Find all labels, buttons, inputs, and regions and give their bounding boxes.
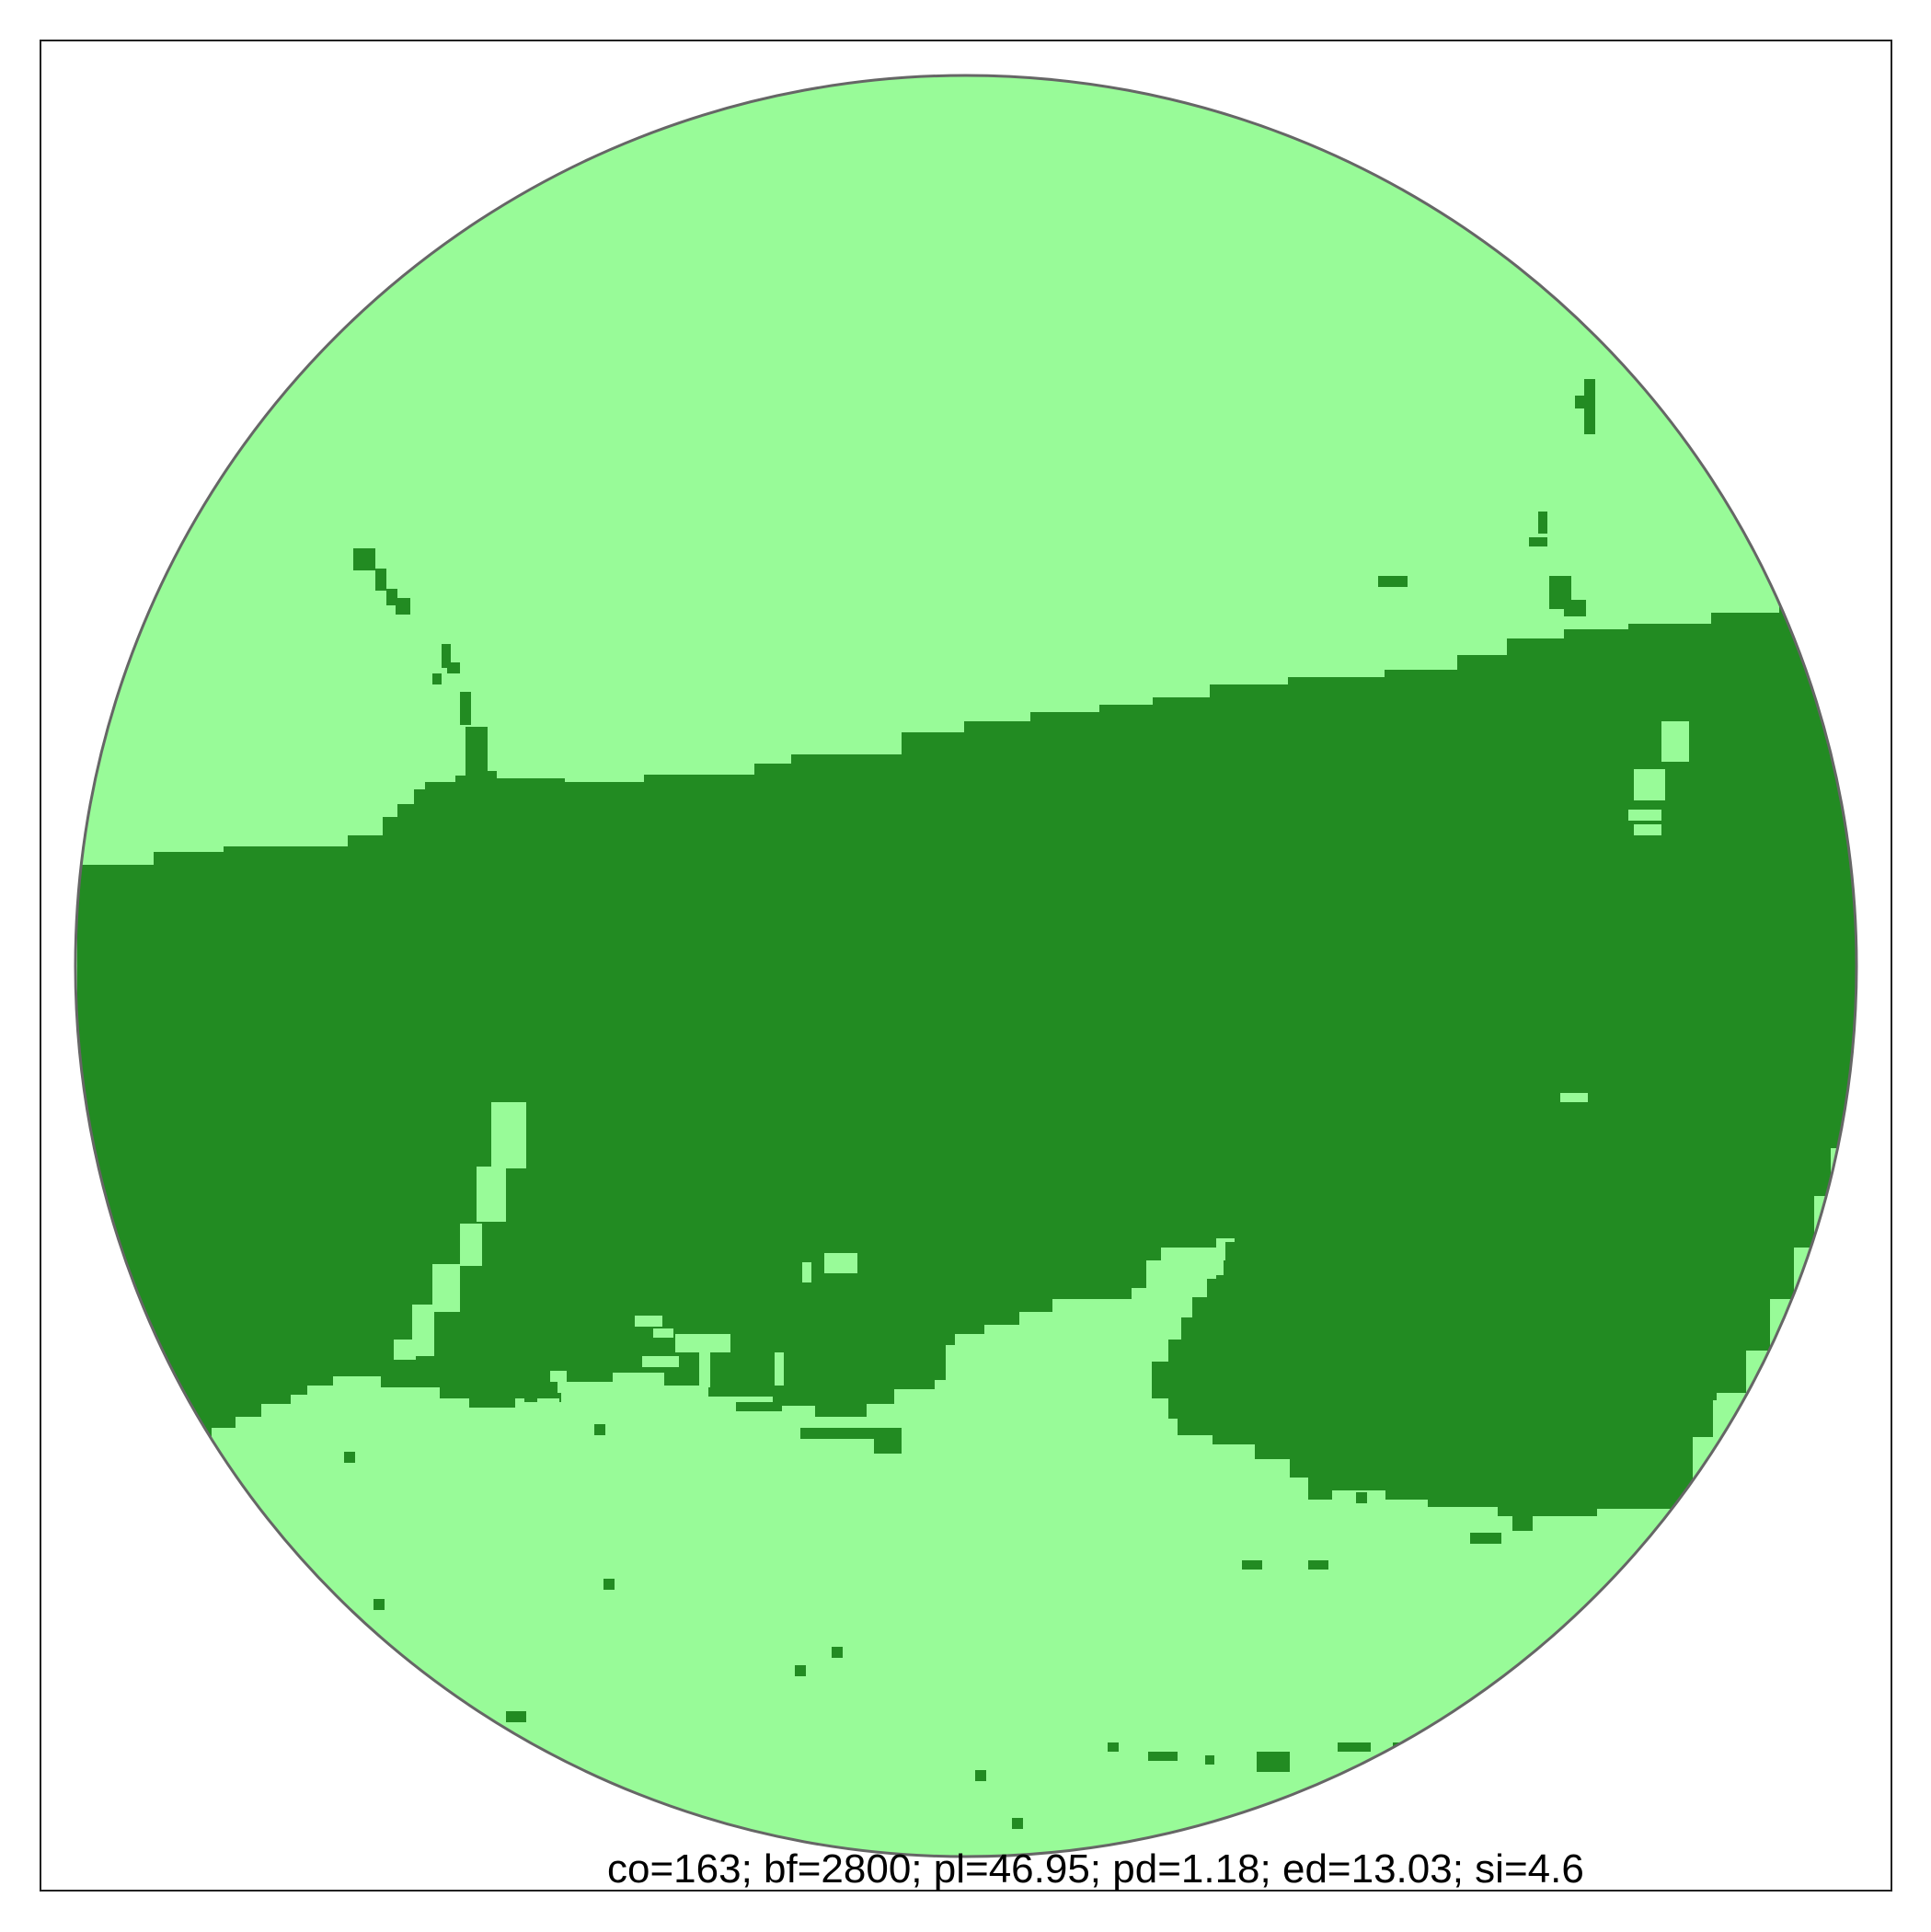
forest-patch bbox=[1257, 1752, 1290, 1772]
map-caption: co=163; bf=2800; pl=46.95; pd=1.18; ed=1… bbox=[607, 1846, 1584, 1892]
forest-patch bbox=[1356, 1492, 1367, 1503]
forest-patch bbox=[466, 727, 488, 786]
forest-patch bbox=[594, 1424, 605, 1435]
open-patch bbox=[775, 1352, 784, 1386]
forest-patch bbox=[1012, 1818, 1023, 1829]
open-patch bbox=[491, 1102, 526, 1168]
forest-patch bbox=[1378, 576, 1408, 587]
forest-patch bbox=[1529, 537, 1547, 546]
open-patch bbox=[802, 1262, 811, 1282]
open-patch bbox=[699, 1349, 710, 1387]
open-patch bbox=[1196, 1255, 1224, 1275]
open-patch bbox=[642, 1356, 679, 1367]
forest-patch bbox=[800, 1428, 902, 1439]
forest-patch bbox=[374, 1599, 385, 1610]
forest-patch bbox=[1584, 379, 1595, 434]
study-area-boundary bbox=[74, 74, 1858, 1858]
forest-patch bbox=[386, 589, 397, 605]
open-patch bbox=[675, 1334, 730, 1352]
open-patch bbox=[824, 1253, 857, 1273]
forest-patch bbox=[975, 1770, 986, 1781]
open-patch bbox=[432, 1264, 460, 1312]
forest-patch bbox=[1698, 1389, 1717, 1400]
open-patch bbox=[394, 1340, 416, 1360]
open-patch bbox=[1661, 721, 1689, 762]
forest-patch bbox=[1148, 1752, 1178, 1761]
forest-patch bbox=[506, 1711, 526, 1722]
forest-patch bbox=[447, 662, 460, 673]
open-patch bbox=[1560, 1093, 1588, 1102]
forest-patch bbox=[442, 644, 451, 668]
open-patch bbox=[477, 1167, 506, 1222]
open-patch bbox=[537, 1398, 559, 1408]
forest-patch bbox=[1308, 1560, 1328, 1570]
open-patch bbox=[460, 1224, 482, 1266]
open-patch bbox=[1628, 810, 1661, 821]
forest-patch bbox=[832, 1647, 843, 1658]
forest-patch bbox=[1470, 1533, 1501, 1544]
open-patch bbox=[653, 1328, 673, 1338]
forest-patch bbox=[1564, 600, 1586, 616]
forest-patch bbox=[736, 1402, 782, 1411]
forest-patch bbox=[1538, 512, 1547, 534]
open-patch bbox=[635, 1316, 662, 1327]
map-frame bbox=[40, 40, 1892, 1892]
forest-patch bbox=[874, 1437, 902, 1454]
open-patch bbox=[1634, 769, 1665, 800]
forest-patch bbox=[1512, 1511, 1533, 1531]
forest-patch bbox=[1205, 1755, 1214, 1765]
forest-patch bbox=[1108, 1742, 1119, 1752]
forest-patch bbox=[353, 548, 375, 570]
open-patch bbox=[1634, 824, 1661, 835]
forest-patch bbox=[344, 1452, 355, 1463]
forest-patch bbox=[1242, 1560, 1262, 1570]
forest-patch bbox=[795, 1665, 806, 1676]
forest-patch bbox=[1338, 1742, 1371, 1752]
forest-patch bbox=[1575, 396, 1584, 408]
forest-band bbox=[77, 600, 1856, 1516]
forest-patch bbox=[524, 1393, 561, 1402]
forest-patch bbox=[396, 598, 410, 615]
open-patch bbox=[550, 1371, 567, 1382]
open-patch bbox=[1174, 1277, 1207, 1297]
forest-patch bbox=[432, 673, 442, 684]
forest-patch bbox=[460, 692, 471, 725]
forest-patch bbox=[375, 569, 386, 591]
open-patch bbox=[1155, 1297, 1187, 1317]
forest-patch bbox=[603, 1579, 615, 1590]
